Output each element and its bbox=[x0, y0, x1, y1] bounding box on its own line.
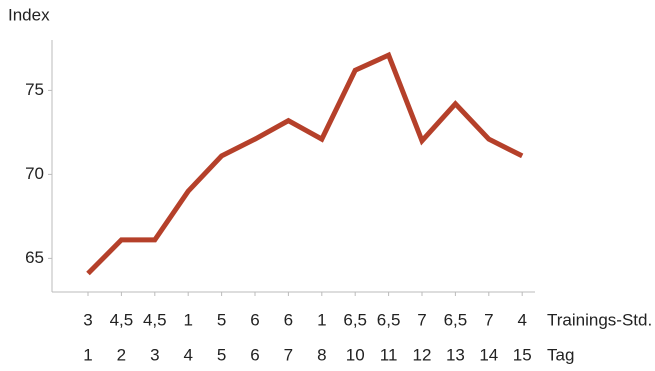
x-tick-label: 4,5 bbox=[110, 310, 134, 329]
x-tick-label: 6 bbox=[250, 345, 259, 364]
row-label: Trainings-Std. bbox=[547, 310, 652, 329]
x-tick-label: 3 bbox=[83, 310, 92, 329]
y-axis-label: Index bbox=[8, 5, 50, 24]
x-tick-label: 14 bbox=[479, 345, 498, 364]
x-tick-label: 4 bbox=[517, 310, 526, 329]
x-tick-label: 1 bbox=[317, 310, 326, 329]
x-tick-label: 1 bbox=[183, 310, 192, 329]
x-tick-label: 4,5 bbox=[143, 310, 167, 329]
x-tick-label: 7 bbox=[417, 310, 426, 329]
x-tick-label: 15 bbox=[513, 345, 532, 364]
x-tick-label: 13 bbox=[446, 345, 465, 364]
data-line bbox=[86, 51, 524, 276]
x-tick-label: 1 bbox=[83, 345, 92, 364]
x-tick-label: 6,5 bbox=[377, 310, 401, 329]
x-tick-label: 6,5 bbox=[444, 310, 468, 329]
y-tick-label: 75 bbox=[25, 80, 44, 99]
row-label: Tag bbox=[547, 345, 574, 364]
x-tick-label: 6 bbox=[284, 310, 293, 329]
y-tick-label: 65 bbox=[25, 248, 44, 267]
x-tick-label: 8 bbox=[317, 345, 326, 364]
x-tick-label: 10 bbox=[346, 345, 365, 364]
x-tick-label: 6,5 bbox=[343, 310, 367, 329]
x-tick-label: 2 bbox=[117, 345, 126, 364]
x-tick-label: 11 bbox=[380, 345, 398, 364]
x-tick-label: 5 bbox=[217, 345, 226, 364]
x-tick-label: 4 bbox=[183, 345, 192, 364]
x-tick-label: 12 bbox=[413, 345, 432, 364]
x-tick-label: 6 bbox=[250, 310, 259, 329]
x-tick-label: 7 bbox=[484, 310, 493, 329]
x-tick-label: 5 bbox=[217, 310, 226, 329]
x-tick-label: 7 bbox=[284, 345, 293, 364]
y-tick-label: 70 bbox=[25, 164, 44, 183]
x-tick-label: 3 bbox=[150, 345, 159, 364]
